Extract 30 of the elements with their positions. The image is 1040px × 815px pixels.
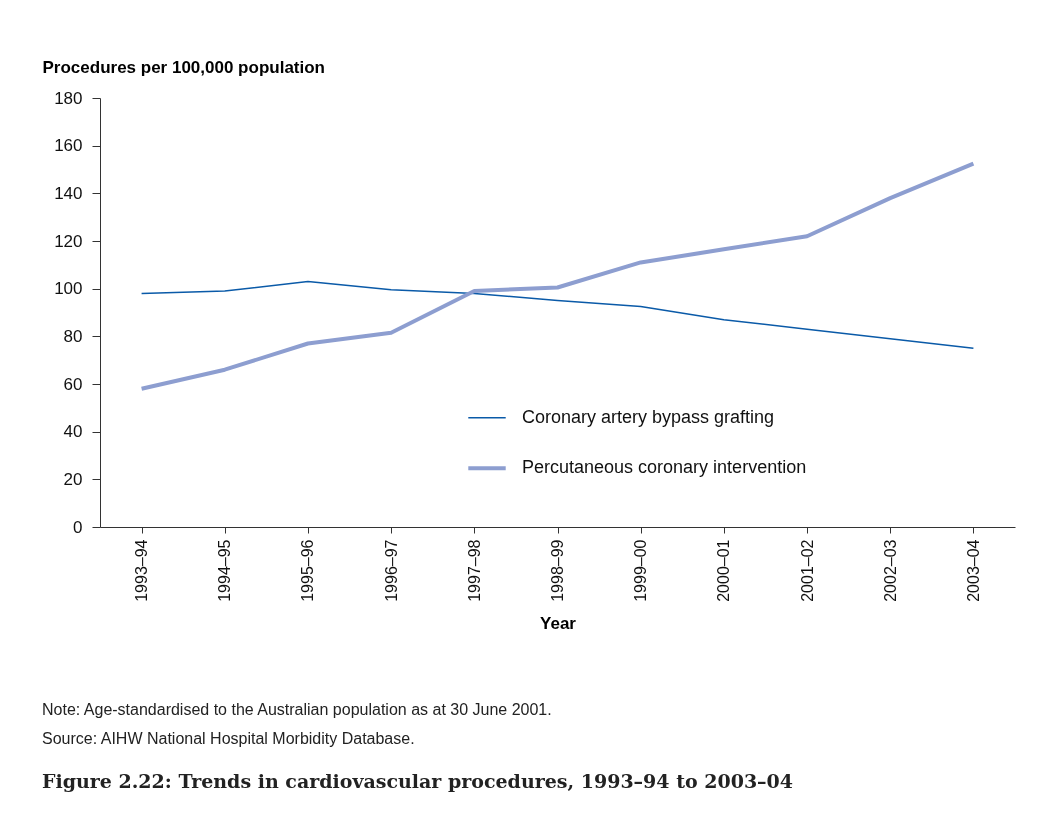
y-tick-label: 180 xyxy=(54,88,83,108)
x-tick-label: 2003–04 xyxy=(964,539,982,602)
line-series xyxy=(140,280,975,349)
text: Figure 2.22: Trends in cardiovascular procedures, 1993–94 to 2003–04 xyxy=(42,770,794,792)
x-tick-label: 2002–03 xyxy=(881,539,899,602)
source-note: Source: AIHW National Hospital Morbidity Database. xyxy=(42,729,416,749)
x-tick-label: 1993–94 xyxy=(133,539,151,602)
y-axis-title: Procedures per 100,000 population xyxy=(42,57,325,77)
x-tick-label: 1999–00 xyxy=(632,539,650,602)
x-tick-label: 1997–98 xyxy=(465,539,483,602)
y-tick-label: 20 xyxy=(63,469,83,489)
text: Note: Age-standardised to the Australian population as at 30 June 2001. xyxy=(42,700,552,720)
x-tick-label: 1996–97 xyxy=(382,539,400,602)
x-axis-title: Year xyxy=(540,613,577,633)
legend-label: Coronary artery bypass grafting xyxy=(522,406,775,427)
y-tick-label: 80 xyxy=(63,326,83,346)
y-tick-label: 120 xyxy=(54,231,83,251)
x-tick-label: 1998–99 xyxy=(549,539,566,602)
y-tick-label: 60 xyxy=(63,374,83,394)
y-tick-label: 140 xyxy=(54,183,83,203)
x-tick-label: 2001–02 xyxy=(798,539,816,602)
x-tick-label: 2000–01 xyxy=(715,539,733,602)
x-tick-label: 1994–95 xyxy=(216,539,234,602)
y-tick-label: 40 xyxy=(63,422,83,442)
line-series xyxy=(139,161,976,391)
y-tick-label: 100 xyxy=(54,279,83,299)
y-tick-label: 0 xyxy=(73,517,83,537)
legend-label: Percutaneous coronary intervention xyxy=(522,457,807,478)
x-tick-label: 1995–96 xyxy=(299,539,317,602)
y-tick-label: 160 xyxy=(54,136,83,156)
